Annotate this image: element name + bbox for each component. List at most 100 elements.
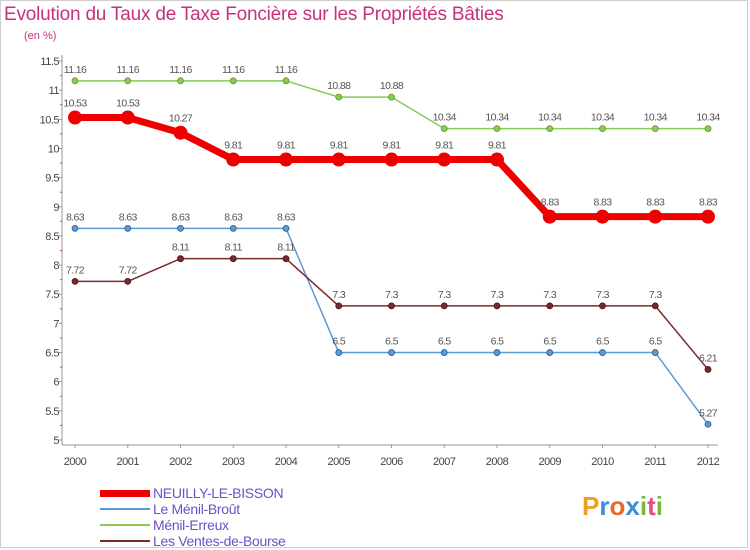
proxiti-logo: Proxiti bbox=[582, 491, 663, 522]
data-label: 9.81 bbox=[382, 140, 401, 152]
data-point bbox=[546, 302, 554, 310]
data-point bbox=[493, 349, 501, 356]
data-point bbox=[542, 209, 557, 224]
data-point bbox=[335, 349, 343, 356]
data-point bbox=[388, 93, 395, 101]
unit-label: (en %) bbox=[24, 30, 57, 42]
data-point bbox=[173, 125, 188, 140]
legend-label: NEUILLY-LE-BISSON bbox=[153, 485, 284, 501]
logo-letter: o bbox=[609, 491, 626, 521]
series-line bbox=[75, 227, 709, 425]
data-label: 6.5 bbox=[332, 336, 346, 348]
data-point bbox=[71, 224, 79, 232]
data-label: 7.72 bbox=[66, 264, 85, 276]
data-label: 10.88 bbox=[380, 80, 404, 92]
y-tick-label: 5 bbox=[53, 435, 59, 447]
data-point bbox=[493, 302, 501, 310]
data-label: 10.34 bbox=[591, 112, 615, 124]
data-point bbox=[124, 224, 132, 232]
y-tick-label: 5.5 bbox=[45, 406, 59, 418]
legend-item: NEUILLY-LE-BISSON bbox=[100, 485, 360, 501]
data-label: 7.3 bbox=[438, 289, 452, 301]
data-point bbox=[229, 224, 237, 232]
data-label: 10.53 bbox=[63, 98, 87, 110]
x-tick-label: 2005 bbox=[328, 456, 351, 468]
legend-swatch bbox=[100, 508, 150, 510]
data-point bbox=[68, 110, 82, 125]
data-point bbox=[124, 278, 132, 285]
data-point bbox=[599, 349, 606, 356]
x-tick-label: 2009 bbox=[539, 456, 562, 468]
data-label: 8.83 bbox=[541, 197, 560, 209]
data-label: 10.27 bbox=[169, 113, 193, 125]
x-tick-label: 2001 bbox=[117, 456, 140, 468]
data-label: 10.88 bbox=[327, 80, 351, 92]
data-label: 6.5 bbox=[438, 336, 452, 348]
data-point bbox=[595, 209, 610, 224]
x-tick-label: 2012 bbox=[697, 456, 720, 468]
y-tick-label: 8 bbox=[53, 260, 59, 272]
data-label: 10.53 bbox=[116, 98, 140, 110]
y-tick-label: 7 bbox=[53, 318, 59, 330]
data-point bbox=[546, 349, 554, 356]
data-label: 6.21 bbox=[699, 352, 718, 364]
data-label: 10.34 bbox=[485, 112, 509, 124]
series-line bbox=[75, 114, 708, 221]
data-label: 6.5 bbox=[491, 336, 505, 348]
data-label: 5.27 bbox=[699, 407, 718, 419]
series-les-ventes-de-bourse: 7.72 7.72 8.11 8.11 8.11 7.3 7.3 7.3 7.3 7.3 7.3 7.… bbox=[66, 242, 718, 373]
data-point bbox=[177, 224, 184, 232]
series-le-menil-brout: 8.63 8.63 8.63 8.63 8.63 6.5 6.5 6.5 6.5 6.5 6.5 6.… bbox=[66, 211, 718, 428]
data-point bbox=[120, 110, 135, 125]
data-point bbox=[177, 255, 184, 263]
x-tick-label: 2002 bbox=[169, 456, 192, 468]
series-neuilly-le-bisson: 10.53 10.53 10.27 9.81 9.81 9.81 9.81 9.81 9.81 8… bbox=[63, 98, 718, 224]
data-point bbox=[282, 255, 290, 263]
data-label: 8.83 bbox=[593, 197, 612, 209]
legend-swatch bbox=[100, 540, 150, 542]
logo-letter: x bbox=[625, 491, 640, 521]
data-label: 7.3 bbox=[491, 289, 505, 301]
data-label: 6.5 bbox=[649, 336, 663, 348]
data-point bbox=[599, 302, 606, 310]
data-point bbox=[177, 77, 184, 85]
data-label: 7.3 bbox=[543, 289, 557, 301]
data-label: 6.5 bbox=[543, 336, 557, 348]
data-point bbox=[331, 152, 346, 167]
y-tick-label: 8.5 bbox=[45, 231, 59, 243]
data-point bbox=[335, 93, 343, 101]
data-point bbox=[599, 125, 606, 133]
data-label: 8.63 bbox=[277, 211, 296, 223]
data-point bbox=[493, 125, 501, 133]
data-label: 8.11 bbox=[172, 242, 190, 254]
legend-label: Ménil-Erreux bbox=[153, 517, 229, 533]
data-point bbox=[648, 209, 663, 224]
legend-item: Les Ventes-de-Bourse bbox=[100, 533, 360, 549]
data-label: 8.83 bbox=[699, 197, 718, 209]
y-tick-label: 9.5 bbox=[45, 173, 59, 185]
y-tick-label: 7.5 bbox=[45, 289, 59, 301]
data-point bbox=[651, 302, 659, 310]
logo-letter: P bbox=[582, 491, 600, 521]
data-point bbox=[282, 224, 290, 232]
legend-label: Le Ménil-Broût bbox=[153, 501, 240, 517]
legend-item: Ménil-Erreux bbox=[100, 517, 360, 533]
series-menil-erreux: 11.16 11.16 11.16 11.16 11.16 10.88 10.88 10.34… bbox=[64, 64, 721, 133]
logo-letter: t bbox=[647, 491, 656, 521]
legend-item: Le Ménil-Broût bbox=[100, 501, 360, 517]
data-label: 8.83 bbox=[646, 197, 665, 209]
data-point bbox=[282, 77, 290, 85]
y-tick-label: 11.5 bbox=[40, 56, 59, 68]
legend-label: Les Ventes-de-Bourse bbox=[153, 533, 286, 549]
data-label: 9.81 bbox=[330, 140, 349, 152]
data-point bbox=[229, 77, 237, 85]
x-tick-label: 2004 bbox=[275, 456, 298, 468]
data-label: 9.81 bbox=[435, 140, 454, 152]
data-point bbox=[440, 349, 448, 356]
data-point bbox=[226, 152, 241, 167]
y-tick-label: 11 bbox=[49, 85, 60, 97]
logo-letter: i bbox=[639, 491, 648, 521]
data-point bbox=[440, 125, 448, 133]
data-label: 8.63 bbox=[224, 211, 243, 223]
data-point bbox=[279, 152, 293, 167]
